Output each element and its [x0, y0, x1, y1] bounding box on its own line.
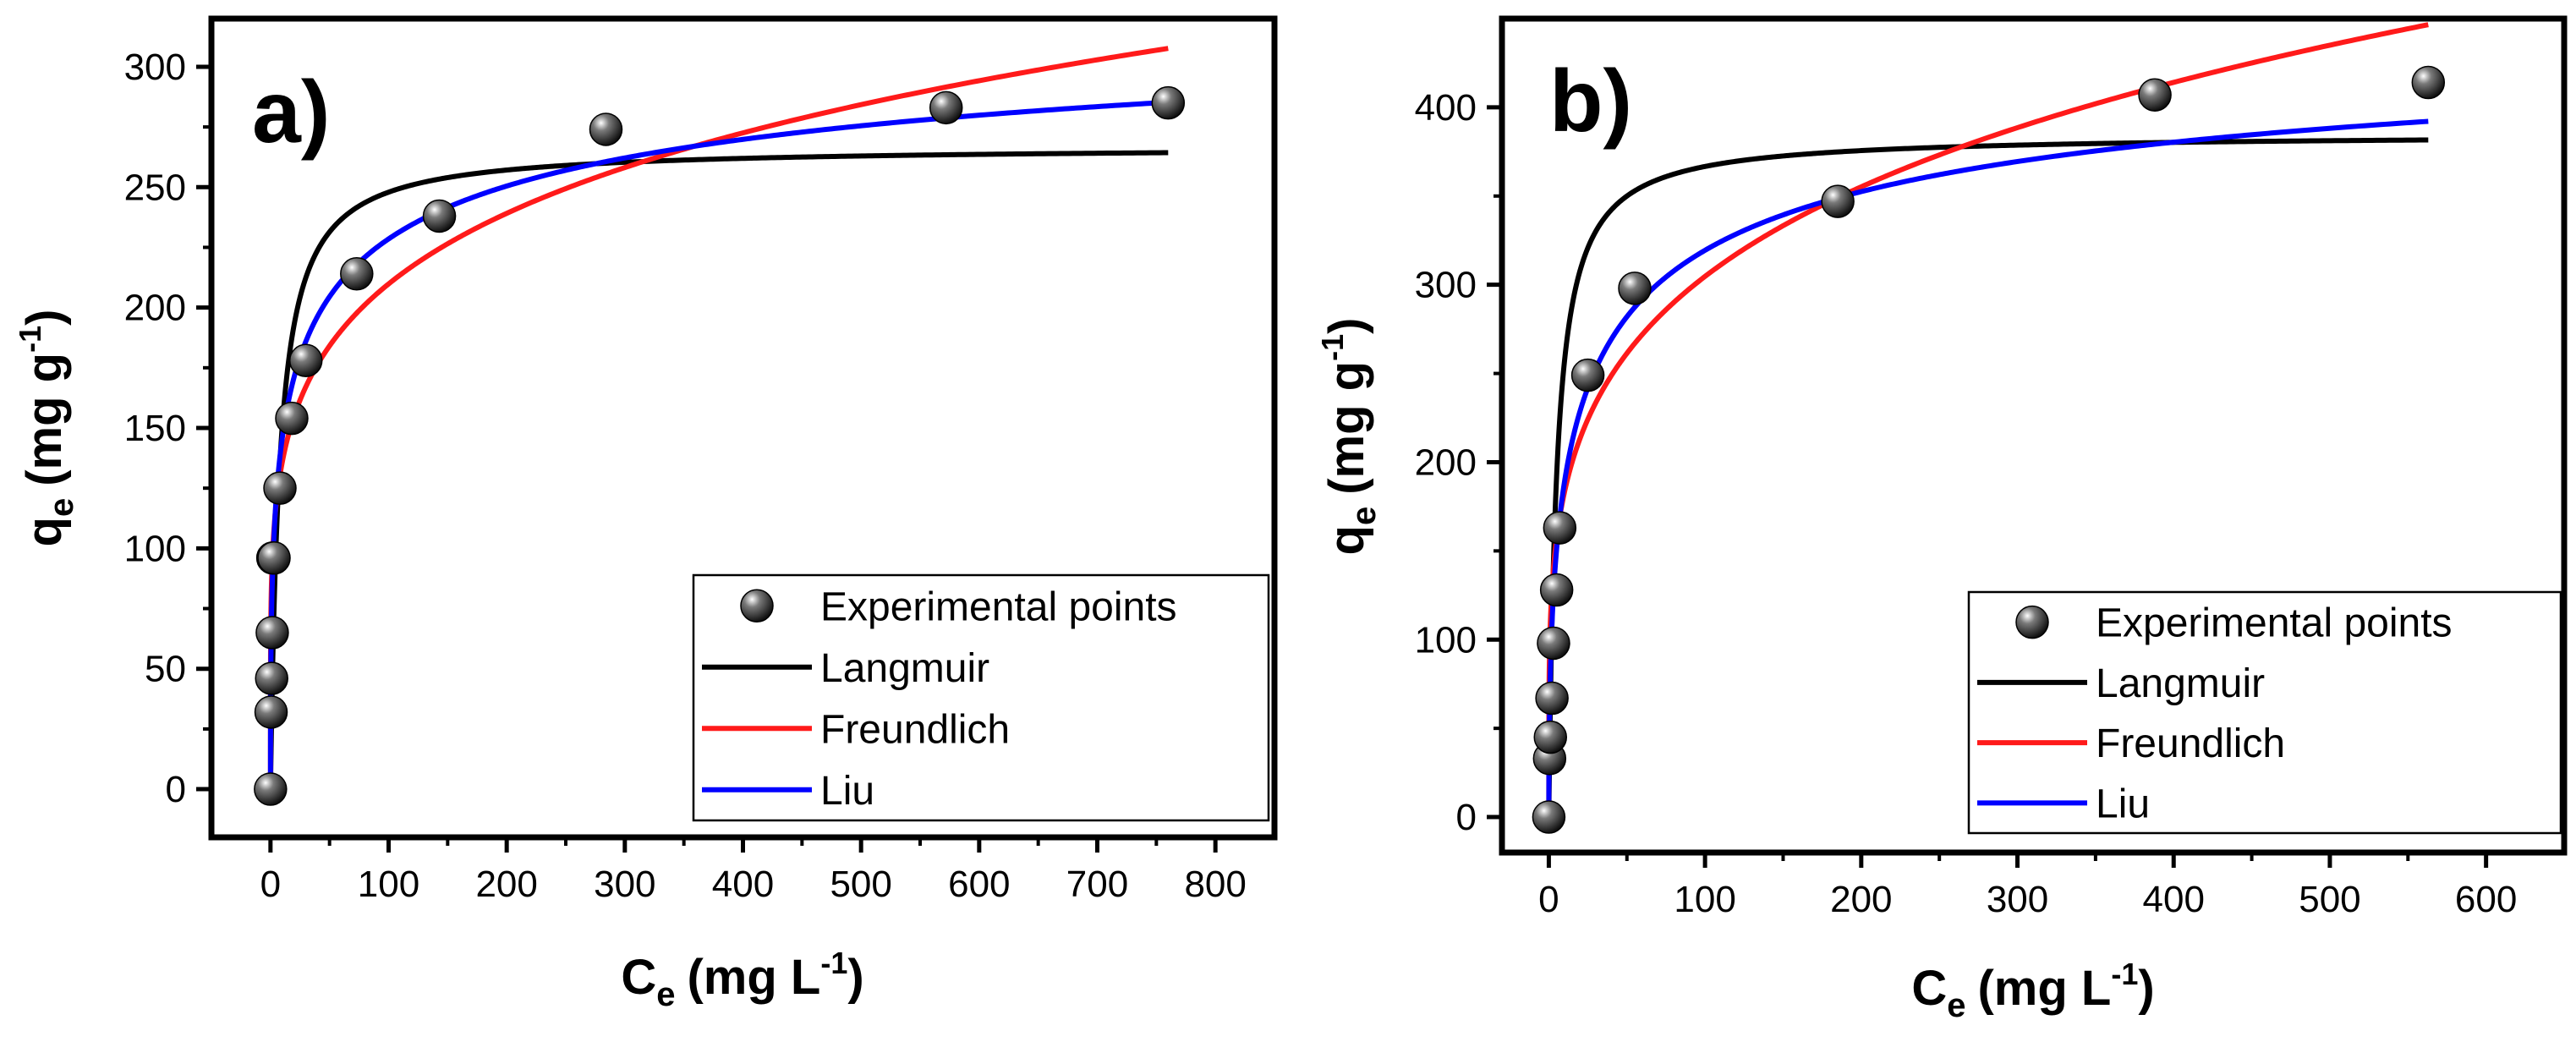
experimental-point [1543, 511, 1577, 545]
x-tick-label: 300 [1987, 879, 2048, 920]
fit-line-liu [267, 99, 1169, 791]
x-tick-label: 400 [2143, 879, 2205, 920]
legend-box [692, 573, 1270, 822]
y-tick-label: 100 [1415, 619, 1477, 661]
y-axis-title: qe(mg g-1) [1315, 318, 1383, 556]
experimental-point [1537, 626, 1570, 661]
y-tick-label: 100 [124, 528, 186, 569]
experimental-point [288, 343, 323, 378]
panel-label: a) [252, 63, 330, 162]
x-tick-label: 800 [1184, 864, 1246, 905]
experimental-point [263, 471, 297, 505]
y-tick-label: 400 [1415, 87, 1477, 129]
panel-a: 0 100 200 300 400 500 600 700 800 0 50 100 150 200 250… [13, 15, 1278, 1013]
x-tick-label: 0 [1538, 879, 1559, 920]
y-tick-label: 0 [1456, 797, 1477, 838]
x-tick-label: 500 [2299, 879, 2360, 920]
experimental-point [257, 540, 291, 575]
legend-label: Experimental points [820, 584, 1177, 629]
experimental-point [255, 661, 288, 695]
legend-label: Freundlich [2096, 721, 2285, 766]
x-tick-label: 700 [1066, 864, 1128, 905]
experimental-point [589, 112, 623, 146]
panel-label: b) [1549, 52, 1632, 151]
panel-b: 0 100 200 300 400 500 600 0 100 200 300 400 qe(mg g-… [1315, 15, 2568, 1024]
experimental-point [1570, 358, 1605, 392]
legend-label: Langmuir [820, 646, 989, 691]
experimental-point [422, 199, 457, 233]
legend-label: Langmuir [2096, 661, 2265, 706]
experimental-point [1539, 573, 1574, 607]
x-tick-label: 300 [594, 864, 655, 905]
experimental-point [1151, 85, 1186, 120]
x-tick-label: 100 [358, 864, 419, 905]
y-axis-title: qe(mg g-1) [13, 310, 80, 547]
experimental-point [2138, 78, 2172, 112]
y-tick-label: 50 [145, 649, 186, 690]
y-tick-label: 200 [1415, 441, 1477, 483]
experimental-point [254, 695, 288, 729]
x-tick-label: 400 [712, 864, 774, 905]
x-axis-title: Ce (mg L-1) [1911, 957, 2154, 1024]
experimental-point [1618, 271, 1652, 305]
legend-label: Liu [2096, 782, 2150, 826]
x-tick-label: 200 [475, 864, 537, 905]
experimental-point [275, 401, 309, 436]
x-tick-label: 600 [948, 864, 1010, 905]
legend-label: Liu [820, 769, 874, 814]
legend: Experimental points Langmuir Freundlich Liu [1967, 590, 2562, 835]
y-tick-label: 300 [1415, 265, 1477, 306]
legend-label: Experimental points [2096, 601, 2453, 646]
experimental-point [1533, 720, 1568, 754]
experimental-point [1821, 184, 1855, 218]
experimental-point [929, 90, 963, 125]
legend-marker-experimental [2015, 605, 2049, 639]
y-tick-label: 150 [124, 408, 186, 449]
experimental-point [254, 772, 288, 806]
legend-box [1967, 590, 2562, 835]
y-tick-label: 250 [124, 167, 186, 208]
experimental-point [340, 257, 374, 291]
legend-label: Freundlich [820, 707, 1010, 752]
x-tick-label: 600 [2455, 879, 2517, 920]
legend-marker-experimental [740, 589, 774, 622]
experimental-point [1532, 800, 1566, 834]
experimental-point [2411, 65, 2446, 100]
x-axis-title: Ce (mg L-1) [621, 946, 863, 1013]
x-tick-label: 500 [830, 864, 891, 905]
x-tick-label: 0 [260, 864, 281, 905]
x-tick-label: 100 [1674, 879, 1735, 920]
x-tick-label: 200 [1830, 879, 1892, 920]
plot-frame [1499, 15, 2568, 856]
y-tick-label: 300 [124, 47, 186, 88]
y-tick-label: 0 [166, 769, 186, 810]
legend: Experimental points Langmuir Freundlich Liu [692, 573, 1270, 822]
experimental-point [255, 616, 289, 650]
experimental-point [1535, 681, 1569, 716]
y-tick-label: 200 [124, 288, 186, 329]
